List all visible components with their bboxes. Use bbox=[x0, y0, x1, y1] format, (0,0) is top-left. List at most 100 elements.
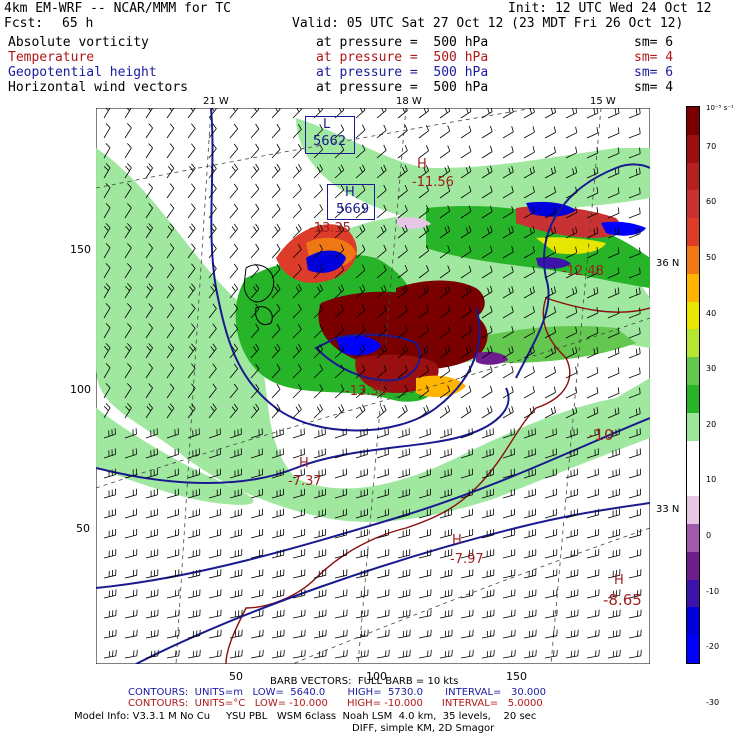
wind-barb bbox=[628, 287, 641, 299]
wind-barb bbox=[544, 326, 556, 339]
wind-barb bbox=[502, 589, 516, 599]
wind-barb bbox=[355, 264, 366, 279]
wind-barb bbox=[523, 428, 536, 439]
colorbar-segment bbox=[687, 162, 699, 191]
wind-barb bbox=[607, 508, 620, 519]
field-sm-wind: sm= 4 bbox=[634, 80, 674, 95]
wind-barb bbox=[187, 303, 196, 319]
wind-barb bbox=[250, 143, 260, 159]
wind-barb bbox=[439, 108, 451, 119]
wind-barb bbox=[544, 468, 557, 479]
wind-barb bbox=[103, 183, 111, 199]
wind-barb bbox=[124, 629, 138, 639]
wind-barb bbox=[124, 303, 132, 319]
wind-barb bbox=[124, 363, 132, 379]
wind-barb bbox=[208, 143, 217, 159]
y-tick-150: 150 bbox=[70, 243, 91, 256]
wind-barb bbox=[187, 569, 201, 579]
valid-time: Valid: 05 UTC Sat 27 Oct 12 (23 MDT Fri … bbox=[292, 16, 684, 31]
wind-barb bbox=[124, 163, 132, 179]
wind-barb bbox=[229, 343, 239, 359]
wind-barb bbox=[103, 303, 111, 319]
wind-barb bbox=[187, 589, 201, 599]
wind-barb bbox=[502, 225, 514, 239]
wind-barb bbox=[250, 549, 264, 559]
wind-barb bbox=[376, 384, 387, 399]
wind-barb bbox=[334, 184, 345, 199]
wind-barb bbox=[166, 243, 175, 259]
wind-barb bbox=[229, 283, 239, 299]
wind-barb bbox=[271, 629, 285, 639]
wind-barb bbox=[418, 225, 429, 239]
wind-barb bbox=[103, 383, 111, 399]
wind-barb bbox=[145, 403, 153, 419]
wind-barb bbox=[271, 143, 281, 159]
wind-barb bbox=[439, 305, 451, 319]
wind-barb bbox=[124, 488, 137, 499]
coastline-island bbox=[243, 264, 275, 303]
wind-barb bbox=[439, 285, 451, 299]
wind-barb bbox=[523, 406, 535, 419]
wind-barb bbox=[439, 528, 453, 539]
wind-barb bbox=[628, 488, 641, 499]
wind-barb bbox=[292, 528, 306, 539]
wind-barb bbox=[208, 283, 217, 299]
wind-barb bbox=[397, 569, 411, 579]
wind-barb bbox=[607, 549, 621, 559]
wind-barb bbox=[355, 609, 369, 619]
wind-barb bbox=[565, 206, 578, 219]
wind-barb bbox=[103, 143, 111, 159]
wind-barb bbox=[544, 609, 558, 619]
wind-barb bbox=[376, 364, 387, 379]
wind-barb bbox=[565, 629, 579, 639]
wind-barb bbox=[187, 468, 200, 479]
colorbar bbox=[686, 106, 700, 664]
wind-barb bbox=[565, 306, 578, 319]
wind-barb bbox=[229, 468, 242, 479]
wind-barb bbox=[439, 569, 453, 579]
wind-barb bbox=[502, 468, 515, 479]
wind-barb bbox=[523, 528, 537, 539]
wind-barb bbox=[397, 284, 408, 299]
wind-barb bbox=[250, 569, 264, 579]
wind-barb bbox=[229, 163, 239, 179]
wind-barb bbox=[166, 203, 175, 219]
colorbar-tick-label: 10 bbox=[706, 475, 717, 485]
wind-barb bbox=[565, 326, 578, 339]
wind-barb bbox=[229, 403, 239, 419]
wind-barb bbox=[355, 649, 369, 659]
colorbar-segment bbox=[687, 357, 699, 386]
wind-barb bbox=[460, 125, 472, 139]
wind-barb bbox=[334, 448, 347, 459]
wind-barb bbox=[607, 629, 621, 639]
wind-barb bbox=[145, 383, 153, 399]
wind-barb bbox=[397, 528, 411, 539]
wind-barb bbox=[229, 649, 243, 659]
field-sm-temperature: sm= 4 bbox=[634, 50, 674, 65]
x-tick-50: 50 bbox=[229, 670, 243, 683]
wind-barb bbox=[565, 569, 579, 579]
wind-barb bbox=[481, 468, 494, 479]
wind-barb bbox=[313, 184, 323, 199]
wind-barb bbox=[418, 165, 429, 179]
wind-barb bbox=[187, 549, 201, 559]
wind-barb bbox=[544, 108, 556, 119]
colorbar-segment bbox=[687, 607, 699, 636]
wind-barb bbox=[460, 488, 473, 499]
wind-barb bbox=[313, 304, 323, 319]
wind-barb bbox=[124, 203, 132, 219]
wind-barb bbox=[523, 386, 535, 399]
wind-barbs bbox=[103, 108, 642, 659]
wind-barb bbox=[187, 403, 196, 419]
wind-barb bbox=[292, 549, 306, 559]
wind-barb bbox=[481, 549, 495, 559]
wind-barb bbox=[355, 468, 368, 479]
colorbar-segment bbox=[687, 385, 699, 414]
wind-barb bbox=[103, 243, 111, 259]
wind-barb bbox=[313, 404, 323, 419]
wind-barb bbox=[334, 384, 345, 399]
wind-barb bbox=[418, 305, 429, 319]
wind-barb bbox=[145, 283, 153, 299]
wind-barb bbox=[628, 207, 641, 219]
wind-barb bbox=[565, 126, 578, 139]
